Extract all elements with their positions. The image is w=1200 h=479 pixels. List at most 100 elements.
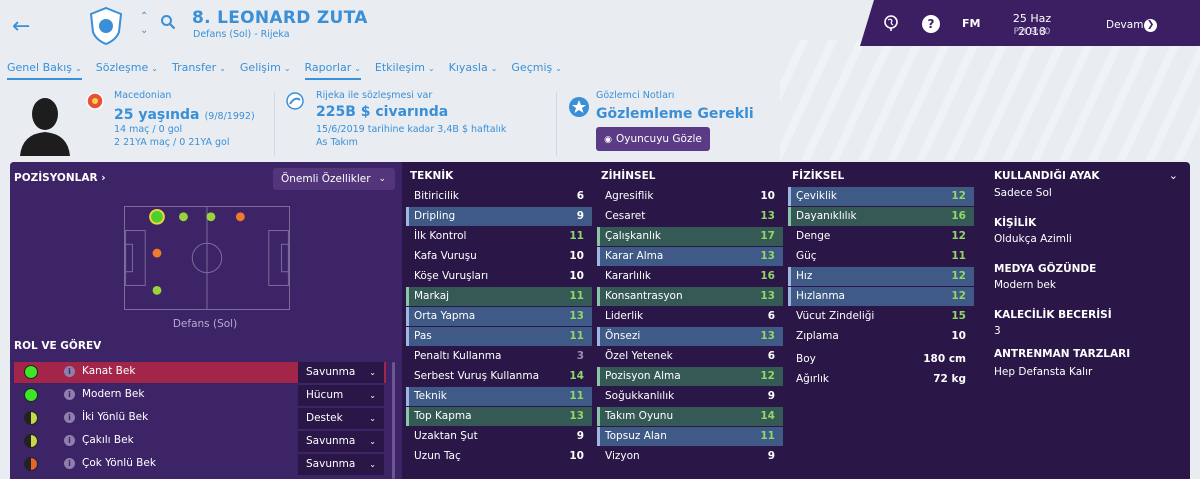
tab-interaction[interactable]: Etkileşim ⌄ bbox=[374, 61, 435, 74]
attribute-row[interactable]: Önsezi 13 bbox=[597, 327, 783, 346]
position-dot-dr bbox=[152, 285, 162, 295]
back-arrow-icon[interactable]: ← bbox=[12, 14, 31, 39]
prev-next-player[interactable]: ⌃ ⌄ bbox=[140, 11, 149, 36]
attribute-row[interactable]: Orta Yapma 13 bbox=[406, 307, 592, 326]
attribute-row[interactable]: Karar Alma 13 bbox=[597, 247, 783, 266]
continue-button[interactable]: Devam bbox=[1106, 19, 1144, 31]
chevron-down-icon: ⌄ bbox=[378, 174, 386, 184]
attribute-row[interactable]: Top Kapma 13 bbox=[406, 407, 592, 426]
attribute-row[interactable]: Dripling 9 bbox=[406, 207, 592, 226]
chevron-down-icon: ⌄ bbox=[369, 368, 376, 377]
search-icon[interactable] bbox=[160, 14, 176, 30]
attribute-row[interactable]: Markaj 11 bbox=[406, 287, 592, 306]
divider bbox=[556, 92, 557, 156]
attribute-row[interactable]: Topsuz Alan 11 bbox=[597, 427, 783, 446]
tab-contract[interactable]: Sözleşme ⌄ bbox=[95, 61, 158, 74]
continue-arrow-icon[interactable]: ❯ bbox=[1144, 19, 1157, 32]
roles-scrollbar[interactable] bbox=[392, 362, 395, 479]
info-icon[interactable]: i bbox=[64, 366, 75, 377]
role-row[interactable]: i İki Yönlü Bek Destek ⌄ bbox=[14, 408, 386, 429]
help-icon[interactable]: ? bbox=[922, 15, 940, 33]
chevron-down-icon: ⌄ bbox=[283, 64, 291, 73]
role-name: Modern Bek bbox=[82, 388, 145, 400]
attribute-row[interactable]: Soğukkanlılık 9 bbox=[605, 390, 775, 402]
player-subtitle[interactable]: Defans (Sol) - Rijeka bbox=[193, 29, 290, 40]
attribute-row[interactable]: Dayanıklılık 16 bbox=[788, 207, 974, 226]
attribute-row[interactable]: Çeviklik 12 bbox=[788, 187, 974, 206]
attribute-highlight-dropdown[interactable]: Önemli Özellikler ⌄ bbox=[273, 168, 395, 190]
attribute-row[interactable]: Penaltı Kullanma 3 bbox=[414, 350, 584, 362]
scout-player-button[interactable]: ◉ Oyuncuyu Gözle bbox=[596, 127, 710, 151]
attribute-row[interactable]: Hızlanma 12 bbox=[788, 287, 974, 306]
attribute-row[interactable]: Köşe Vuruşları 10 bbox=[414, 270, 584, 282]
attribute-row[interactable]: Kararlılık 16 bbox=[605, 270, 775, 282]
info-icon[interactable]: i bbox=[64, 435, 75, 446]
attribute-row[interactable]: Agresiflik 10 bbox=[605, 190, 775, 202]
role-row[interactable]: i Modern Bek Hücum ⌄ bbox=[14, 385, 386, 406]
attribute-row[interactable]: Vücut Zindeliği 15 bbox=[796, 310, 966, 322]
preferred-foot: Sadece Sol bbox=[994, 187, 1052, 199]
duty-dropdown[interactable]: Hücum ⌄ bbox=[298, 385, 384, 406]
role-rating-icon bbox=[24, 411, 38, 425]
media-description: Modern bek bbox=[994, 279, 1056, 291]
role-row[interactable]: i Çakılı Bek Savunma ⌄ bbox=[14, 431, 386, 452]
club-badge-icon bbox=[286, 92, 304, 110]
attribute-row[interactable]: Zıplama 10 bbox=[796, 330, 966, 342]
attribute-row[interactable]: Serbest Vuruş Kullanma 14 bbox=[414, 370, 584, 382]
tab-history[interactable]: Geçmiş ⌄ bbox=[511, 61, 562, 74]
info-icon[interactable]: i bbox=[64, 458, 75, 469]
chevron-down-icon: ⌄ bbox=[354, 64, 361, 73]
attribute-row[interactable]: Hız 12 bbox=[788, 267, 974, 286]
u21-caps: 2 21YA maç / 0 21YA gol bbox=[114, 137, 230, 148]
attribute-row[interactable]: Çalışkanlık 17 bbox=[597, 227, 783, 246]
attribute-row[interactable]: İlk Kontrol 11 bbox=[414, 230, 584, 242]
personality-title: KİŞİLİK bbox=[994, 217, 1037, 229]
nationality[interactable]: Macedonian bbox=[114, 90, 172, 101]
tab-reports[interactable]: Raporlar ⌄ bbox=[298, 60, 368, 82]
tab-development[interactable]: Gelişim ⌄ bbox=[239, 61, 291, 74]
info-icon[interactable]: i bbox=[64, 412, 75, 423]
attribute-row[interactable]: Uzaktan Şut 9 bbox=[414, 430, 584, 442]
attribute-row[interactable]: Cesaret 13 bbox=[605, 210, 775, 222]
tab-transfer[interactable]: Transfer ⌄ bbox=[171, 61, 226, 74]
attribute-row[interactable]: Pas 11 bbox=[406, 327, 592, 346]
duty-dropdown[interactable]: Savunma ⌄ bbox=[298, 431, 384, 452]
physical-title: FİZİKSEL bbox=[792, 170, 845, 182]
attribute-row[interactable]: Pozisyon Alma 12 bbox=[597, 367, 783, 386]
attribute-row[interactable]: Güç 11 bbox=[796, 250, 966, 262]
info-icon[interactable]: i bbox=[64, 389, 75, 400]
age-line: 25 yaşında (9/8/1992) bbox=[114, 104, 255, 123]
role-row[interactable]: i Çok Yönlü Bek Savunma ⌄ bbox=[14, 454, 386, 475]
duty-dropdown[interactable]: Savunma ⌄ bbox=[298, 454, 384, 475]
attribute-row[interactable]: Konsantrasyon 13 bbox=[597, 287, 783, 306]
chevron-down-icon: ⌄ bbox=[369, 391, 376, 400]
contract-detail: 15/6/2019 tarihine kadar 3,4B $ haftalık bbox=[316, 124, 507, 135]
role-row[interactable]: i Kanat Bek Savunma ⌄ bbox=[14, 362, 386, 383]
attribute-row[interactable]: Denge 12 bbox=[796, 230, 966, 242]
chevron-down-icon: ⌄ bbox=[490, 64, 498, 73]
game-date: 25 Haz 2018 bbox=[1012, 12, 1052, 38]
tab-compare[interactable]: Kıyasla ⌄ bbox=[448, 61, 498, 74]
duty-dropdown[interactable]: Savunma ⌄ bbox=[298, 362, 384, 383]
attribute-row[interactable]: Liderlik 6 bbox=[605, 310, 775, 322]
duty-dropdown[interactable]: Destek ⌄ bbox=[298, 408, 384, 429]
attribute-row[interactable]: Uzun Taç 10 bbox=[414, 450, 584, 462]
chevron-down-icon[interactable]: ⌄ bbox=[1168, 169, 1178, 182]
role-name: Çok Yönlü Bek bbox=[82, 457, 156, 469]
attribute-row[interactable]: Bitiricilik 6 bbox=[414, 190, 584, 202]
tab-overview[interactable]: Genel Bakış ⌄ bbox=[0, 60, 89, 82]
attribute-row[interactable]: Kafa Vuruşu 10 bbox=[414, 250, 584, 262]
position-dot-aml bbox=[235, 212, 245, 222]
attribute-row[interactable]: Takım Oyunu 14 bbox=[597, 407, 783, 426]
attribute-row[interactable]: Vizyon 9 bbox=[605, 450, 775, 462]
chevron-down-icon: ⌄ bbox=[151, 64, 158, 73]
attribute-row[interactable]: Özel Yetenek 6 bbox=[605, 350, 775, 362]
weight-row: Ağırlık 72 kg bbox=[796, 373, 966, 385]
fm-menu[interactable]: FM bbox=[962, 17, 981, 30]
role-rating-icon bbox=[24, 388, 38, 402]
role-rating-icon bbox=[24, 434, 38, 448]
attribute-row[interactable]: Teknik 11 bbox=[406, 387, 592, 406]
positions-title[interactable]: POZİSYONLAR › bbox=[14, 172, 106, 184]
player-traits: Hep Defansta Kalır bbox=[994, 366, 1093, 378]
globe-icon[interactable] bbox=[882, 14, 900, 32]
